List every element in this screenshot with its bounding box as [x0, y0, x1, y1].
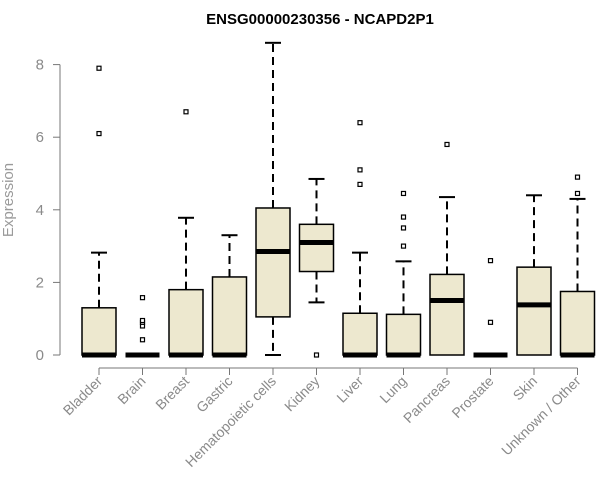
x-tick-label: Gastric	[193, 373, 236, 416]
outlier-point	[400, 214, 407, 220]
box-lung	[385, 190, 422, 358]
box-hematopoietic-cells	[255, 41, 291, 356]
chart-title: ENSG00000230356 - NCAPD2P1	[206, 11, 434, 28]
x-tick-label: Pancreas	[400, 373, 453, 426]
outlier-point	[139, 317, 146, 324]
box-body	[255, 207, 291, 318]
box-liver	[342, 120, 378, 358]
box-body	[342, 312, 378, 356]
outlier-point	[400, 243, 407, 249]
x-tick-label: Kidney	[281, 373, 323, 415]
x-tick-label: Breast	[152, 373, 192, 413]
outlier-point	[96, 65, 102, 71]
box-body	[298, 223, 335, 273]
box-body	[168, 288, 204, 356]
box-gastric	[211, 234, 248, 358]
outlier-point	[400, 190, 407, 197]
outlier-point	[487, 319, 494, 325]
box-breast	[168, 109, 204, 358]
box-body	[385, 313, 422, 356]
box-body	[516, 266, 552, 356]
y-tick-label: 2	[36, 274, 44, 291]
outlier-point	[183, 109, 189, 115]
y-tick-label: 4	[36, 202, 44, 219]
x-tick-label: Prostate	[448, 373, 496, 421]
box-unknown-other	[559, 174, 596, 358]
outlier-point	[357, 167, 363, 173]
outlier-point	[487, 258, 494, 264]
box-brain	[125, 295, 160, 358]
box-pancreas	[429, 141, 465, 356]
x-tick-label: Liver	[333, 373, 366, 406]
x-tick-label: Lung	[376, 373, 409, 406]
y-tick-label: 0	[36, 347, 44, 364]
outlier-point	[574, 190, 581, 197]
boxes	[81, 41, 596, 358]
x-tick-label: Skin	[510, 373, 541, 404]
x-tick-label: Unknown / Other	[498, 373, 584, 459]
box-body	[429, 273, 465, 356]
box-prostate	[473, 258, 508, 358]
box-body	[559, 290, 596, 356]
outlier-point	[139, 295, 146, 301]
y-tick-label: 6	[36, 129, 44, 146]
x-tick-label: Bladder	[60, 373, 106, 419]
outlier-point	[139, 337, 146, 343]
y-tick-label: 8	[36, 57, 44, 74]
box-skin	[516, 194, 552, 356]
outlier-point	[313, 352, 320, 358]
outlier-point	[357, 120, 363, 126]
box-bladder	[81, 65, 117, 358]
axes: 0 2 4 6 8	[36, 57, 578, 375]
outlier-point	[357, 181, 363, 187]
outlier-point	[96, 130, 102, 137]
outlier-point	[400, 225, 407, 231]
outlier-point	[444, 141, 450, 148]
outlier-point	[574, 174, 581, 180]
box-kidney	[298, 177, 335, 358]
x-tick-label: Brain	[114, 373, 148, 407]
y-axis-label: Expression	[0, 163, 17, 237]
box-body	[211, 276, 248, 356]
box-body	[81, 307, 117, 356]
